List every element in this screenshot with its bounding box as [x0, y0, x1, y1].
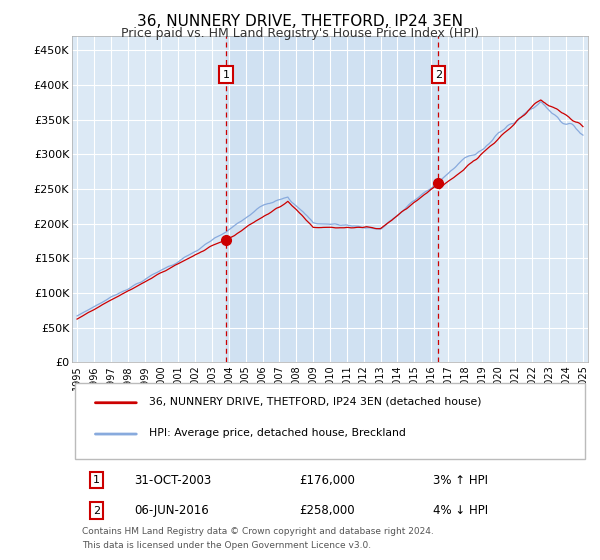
Text: 2: 2	[93, 506, 100, 516]
Bar	[226, 36, 439, 362]
Text: Price paid vs. HM Land Registry's House Price Index (HPI): Price paid vs. HM Land Registry's House …	[121, 27, 479, 40]
Text: This data is licensed under the Open Government Licence v3.0.: This data is licensed under the Open Gov…	[82, 541, 371, 550]
Text: 36, NUNNERY DRIVE, THETFORD, IP24 3EN: 36, NUNNERY DRIVE, THETFORD, IP24 3EN	[137, 14, 463, 29]
Text: £258,000: £258,000	[299, 504, 355, 517]
Text: 36, NUNNERY DRIVE, THETFORD, IP24 3EN (detached house): 36, NUNNERY DRIVE, THETFORD, IP24 3EN (d…	[149, 397, 482, 407]
Text: 4% ↓ HPI: 4% ↓ HPI	[433, 504, 488, 517]
Text: 1: 1	[93, 475, 100, 485]
Text: Contains HM Land Registry data © Crown copyright and database right 2024.: Contains HM Land Registry data © Crown c…	[82, 527, 434, 536]
Text: 06-JUN-2016: 06-JUN-2016	[134, 504, 209, 517]
Text: 31-OCT-2003: 31-OCT-2003	[134, 474, 211, 487]
Text: 3% ↑ HPI: 3% ↑ HPI	[433, 474, 488, 487]
Text: 2: 2	[435, 69, 442, 80]
Bar	[226, 36, 439, 362]
Text: HPI: Average price, detached house, Breckland: HPI: Average price, detached house, Brec…	[149, 428, 406, 438]
Text: £176,000: £176,000	[299, 474, 355, 487]
Text: 1: 1	[223, 69, 229, 80]
FancyBboxPatch shape	[74, 382, 586, 459]
